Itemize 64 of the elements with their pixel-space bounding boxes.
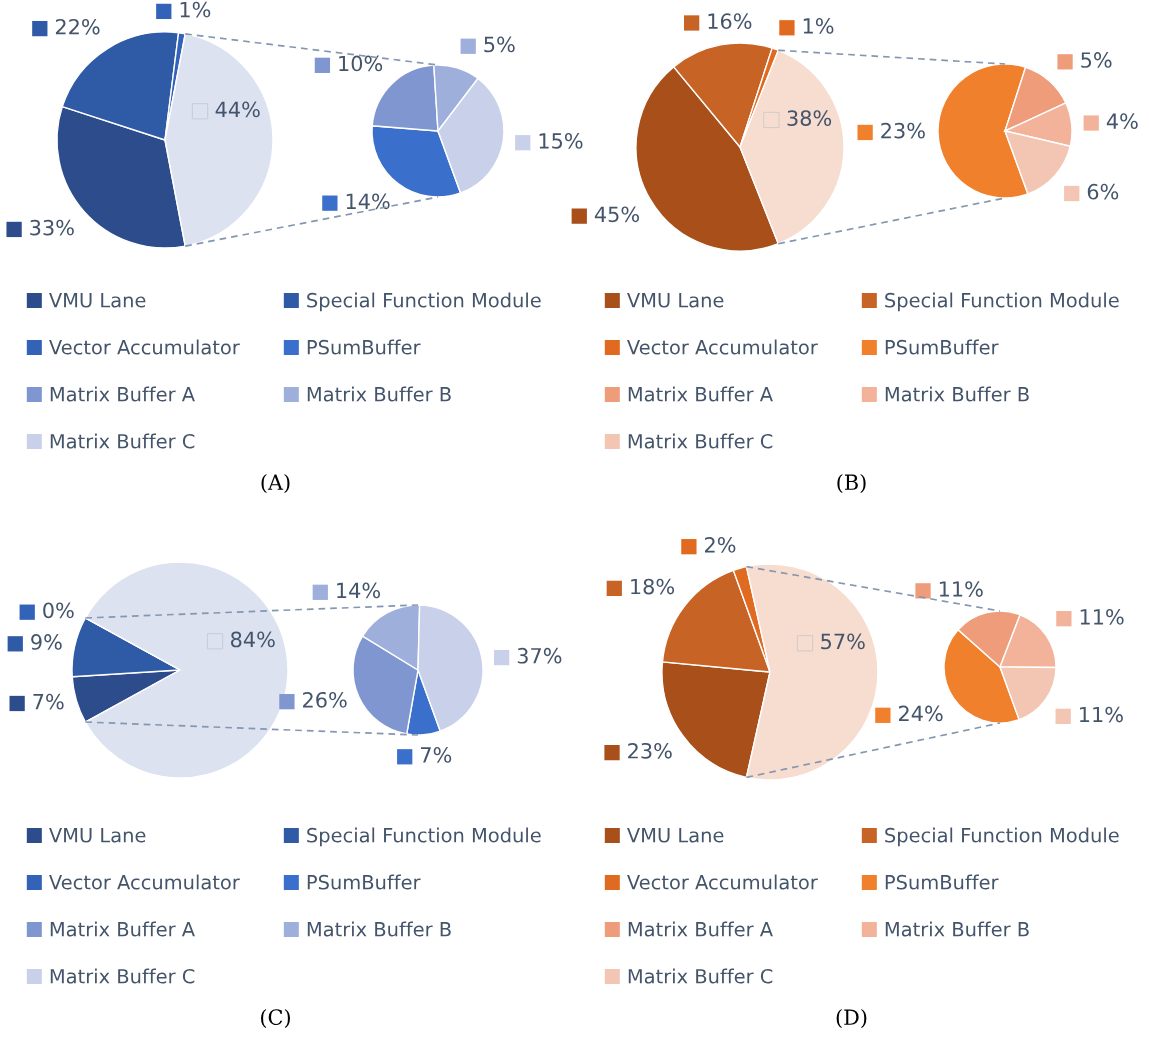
legend-label: PSumBuffer — [307, 874, 421, 890]
legend-label: Special Function Module — [885, 292, 1119, 312]
legend-label: Matrix Buffer A — [628, 921, 773, 937]
legend-label: Special Function Module — [307, 292, 541, 312]
data-label: 2% — [705, 536, 736, 553]
legend-label: VMU Lane — [627, 293, 724, 308]
legend-label: VMU Lane — [49, 828, 146, 843]
legend-label: PSumBuffer — [307, 339, 421, 355]
data-label: 22% — [55, 18, 100, 35]
legend-label: Special Function Module — [307, 827, 541, 847]
data-label: 16% — [708, 13, 752, 30]
data-label: 37% — [517, 647, 562, 664]
data-label: 23% — [628, 742, 672, 759]
data-label: 44% — [215, 101, 260, 118]
data-label: 5% — [484, 36, 515, 53]
data-label: 7% — [421, 747, 452, 763]
legend-label: PSumBuffer — [885, 339, 999, 355]
legend-label: Vector Accumulator — [627, 874, 818, 890]
data-label: 4% — [1106, 113, 1138, 130]
data-label: 38% — [787, 110, 832, 126]
text: (C) — [261, 1008, 290, 1028]
data-label: 10% — [339, 55, 383, 72]
legend-label: Matrix Buffer B — [307, 386, 451, 402]
legend-label: Vector Accumulator — [49, 339, 240, 355]
legend-label: VMU Lane — [49, 293, 146, 308]
data-label: 9% — [31, 634, 62, 650]
data-label: 11% — [1080, 608, 1124, 625]
text: (A) — [261, 473, 290, 493]
data-label: 18% — [631, 578, 675, 595]
data-label: 14% — [337, 582, 381, 599]
data-label: 24% — [898, 705, 943, 722]
legend-label: Vector Accumulator — [627, 339, 818, 355]
legend-label: Matrix Buffer C — [628, 433, 773, 449]
data-label: 57% — [821, 633, 865, 650]
data-label: 11% — [1080, 706, 1123, 723]
data-label: 14% — [346, 193, 390, 210]
data-label: 15% — [539, 133, 583, 149]
data-label: 84% — [231, 631, 275, 648]
legend-label: Matrix Buffer A — [50, 921, 195, 937]
data-label: 6% — [1087, 183, 1119, 200]
legend-label: Matrix Buffer C — [50, 433, 195, 449]
data-label: 33% — [30, 219, 74, 236]
data-label: 1% — [803, 18, 834, 34]
legend-label: Vector Accumulator — [49, 874, 240, 890]
legend-label: PSumBuffer — [885, 874, 999, 890]
text: (B) — [837, 473, 866, 493]
legend-label: Matrix Buffer A — [628, 386, 773, 402]
legend-label: Matrix Buffer B — [885, 386, 1029, 402]
legend-label: VMU Lane — [627, 828, 724, 843]
legend-label: Matrix Buffer C — [628, 968, 773, 984]
text: 0% — [43, 602, 74, 619]
data-label: 23% — [881, 122, 925, 139]
data-label: 11% — [939, 581, 983, 597]
data-label: 26% — [303, 691, 347, 708]
legend-label: Matrix Buffer B — [307, 921, 451, 937]
legend-label: Matrix Buffer C — [50, 968, 195, 984]
data-label: 7% — [33, 693, 64, 710]
data-label: 5% — [1081, 52, 1112, 68]
data-label: 1% — [180, 1, 211, 18]
data-label: 45% — [594, 206, 639, 223]
legend-label: Special Function Module — [885, 827, 1119, 847]
legend-label: Matrix Buffer A — [50, 386, 195, 402]
text: (D) — [836, 1008, 867, 1028]
legend-label: Matrix Buffer B — [885, 921, 1029, 937]
